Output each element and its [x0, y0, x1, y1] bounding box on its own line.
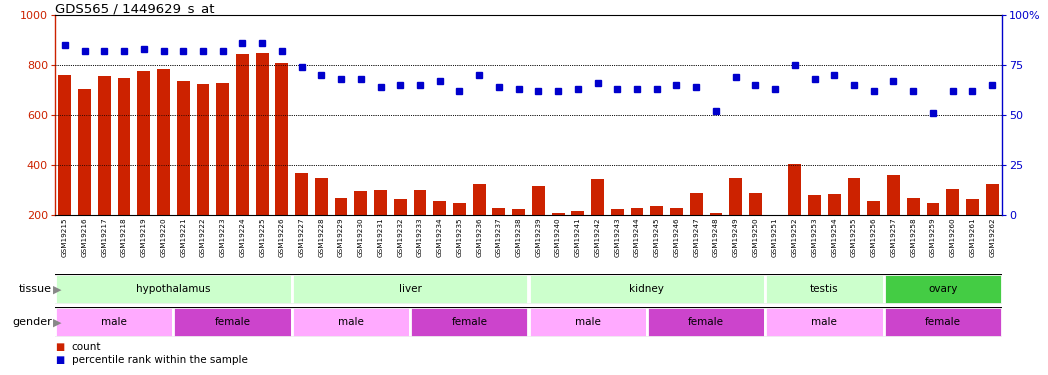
- Bar: [631, 207, 643, 215]
- Bar: [296, 172, 308, 215]
- Text: ■: ■: [54, 355, 64, 365]
- Text: count: count: [71, 342, 102, 352]
- Bar: [54, 307, 173, 337]
- Bar: [59, 75, 71, 215]
- Bar: [868, 201, 880, 215]
- Text: male: male: [339, 317, 364, 327]
- Text: liver: liver: [398, 284, 421, 294]
- Bar: [117, 78, 130, 215]
- Text: male: male: [811, 317, 837, 327]
- Text: female: female: [215, 317, 250, 327]
- Text: male: male: [102, 317, 127, 327]
- Bar: [709, 213, 722, 215]
- Bar: [453, 202, 466, 215]
- Text: hypothalamus: hypothalamus: [136, 284, 211, 294]
- Bar: [808, 195, 821, 215]
- Bar: [236, 54, 248, 215]
- Bar: [256, 53, 268, 215]
- Bar: [966, 199, 979, 215]
- Bar: [765, 307, 883, 337]
- Bar: [788, 164, 802, 215]
- Bar: [157, 69, 170, 215]
- Bar: [414, 190, 427, 215]
- Bar: [532, 186, 545, 215]
- Bar: [828, 194, 840, 215]
- Bar: [433, 201, 446, 215]
- Bar: [394, 199, 407, 215]
- Bar: [216, 82, 230, 215]
- Bar: [528, 307, 647, 337]
- Bar: [173, 307, 291, 337]
- Bar: [729, 177, 742, 215]
- Bar: [907, 198, 920, 215]
- Text: percentile rank within the sample: percentile rank within the sample: [71, 355, 247, 365]
- Bar: [291, 274, 528, 304]
- Bar: [887, 175, 900, 215]
- Bar: [276, 63, 288, 215]
- Bar: [473, 184, 485, 215]
- Text: ■: ■: [54, 342, 64, 352]
- Bar: [79, 89, 91, 215]
- Bar: [848, 177, 860, 215]
- Bar: [883, 274, 1002, 304]
- Bar: [97, 76, 111, 215]
- Bar: [54, 274, 291, 304]
- Text: female: female: [924, 317, 961, 327]
- Bar: [177, 81, 190, 215]
- Bar: [946, 189, 959, 215]
- Bar: [690, 192, 702, 215]
- Bar: [647, 307, 765, 337]
- Bar: [571, 211, 584, 215]
- Bar: [611, 209, 624, 215]
- Bar: [315, 177, 328, 215]
- Bar: [528, 274, 765, 304]
- Text: GDS565 / 1449629_s_at: GDS565 / 1449629_s_at: [54, 2, 215, 15]
- Text: testis: testis: [810, 284, 838, 294]
- Bar: [137, 71, 150, 215]
- Bar: [765, 274, 883, 304]
- Text: male: male: [574, 317, 601, 327]
- Bar: [410, 307, 528, 337]
- Bar: [591, 179, 604, 215]
- Bar: [986, 184, 999, 215]
- Bar: [926, 202, 939, 215]
- Bar: [493, 207, 505, 215]
- Bar: [291, 307, 410, 337]
- Text: tissue: tissue: [19, 284, 52, 294]
- Bar: [749, 192, 762, 215]
- Bar: [551, 213, 565, 215]
- Text: ovary: ovary: [929, 284, 958, 294]
- Text: kidney: kidney: [630, 284, 664, 294]
- Text: ▶: ▶: [53, 285, 62, 295]
- Bar: [334, 198, 348, 215]
- Text: female: female: [452, 317, 487, 327]
- Bar: [374, 190, 387, 215]
- Bar: [354, 191, 367, 215]
- Bar: [651, 206, 663, 215]
- Text: female: female: [689, 317, 724, 327]
- Bar: [512, 209, 525, 215]
- Bar: [883, 307, 1002, 337]
- Bar: [197, 84, 210, 215]
- Bar: [670, 207, 683, 215]
- Text: ▶: ▶: [53, 318, 62, 328]
- Text: gender: gender: [13, 317, 52, 327]
